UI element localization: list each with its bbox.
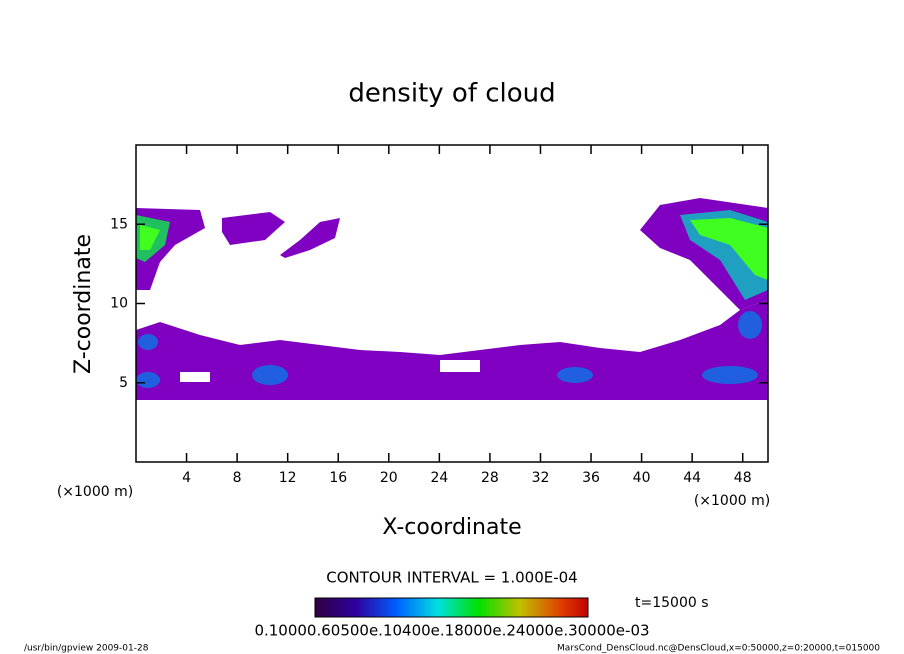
x-tick-label: 8: [233, 470, 242, 486]
footer-right: MarsCond_DensCloud.nc@DensCloud,x=0:5000…: [557, 644, 880, 654]
plot-frame: [135, 144, 769, 463]
x-tick-label: 44: [683, 470, 701, 486]
x-tick-label: 36: [582, 470, 600, 486]
x-tick-label: 4: [182, 470, 191, 486]
chart-title: density of cloud: [348, 79, 555, 109]
x-tick-label: 40: [633, 470, 651, 486]
y-axis-label: Z-coordinate: [71, 234, 96, 374]
x-unit: (×1000 m): [57, 484, 133, 500]
cloud-field: [136, 198, 768, 400]
contour-interval: CONTOUR INTERVAL = 1.000E-04: [326, 569, 577, 587]
y-tick-label: 15: [110, 216, 128, 232]
x-tick-label: 16: [329, 470, 347, 486]
x-tick-label: 48: [734, 470, 752, 486]
x-tick-label: 28: [481, 470, 499, 486]
cloud-core: [136, 210, 768, 388]
x-axis-label: X-coordinate: [382, 515, 521, 540]
x-tick-label: 12: [279, 470, 297, 486]
y-tick-label: 5: [119, 375, 128, 391]
colorbar-labels: 0.10000.60500e.10400e.18000e.24000e.3000…: [254, 622, 649, 640]
time-label: t=15000 s: [635, 595, 709, 611]
x-unit: (×1000 m): [694, 493, 770, 509]
x-tick-label: 24: [430, 470, 448, 486]
x-tick-label: 20: [380, 470, 398, 486]
footer-left: /usr/bin/gpview 2009-01-28: [24, 644, 149, 654]
y-tick-label: 10: [110, 296, 128, 312]
x-tick-label: 32: [532, 470, 550, 486]
colorbar: [314, 597, 589, 618]
